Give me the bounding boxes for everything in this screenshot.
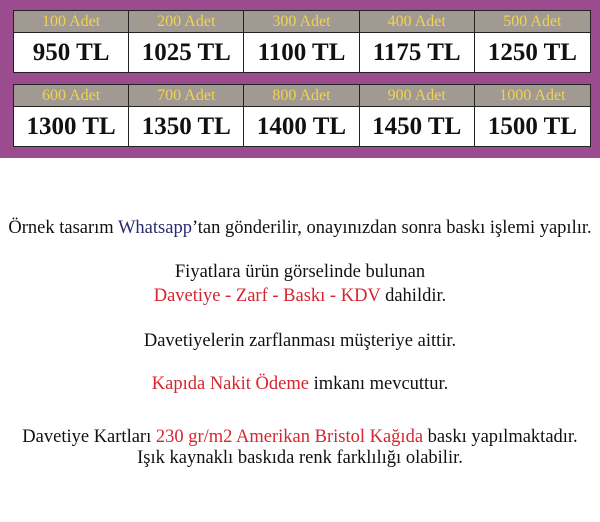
price-value: 1450 TL [372, 113, 462, 140]
info-line-3: Davetiye - Zarf - Baskı - KDV dahildir. [0, 285, 600, 307]
price-cell: 200 Adet 1025 TL [129, 11, 245, 72]
payment-method: Kapıda Nakit Ödeme [151, 374, 309, 394]
text: imkanı mevcuttur. [308, 374, 449, 394]
price-panel: 100 Adet 950 TL 200 Adet 1025 TL 300 Adet 110… [0, 0, 600, 158]
price-value: 950 TL [32, 39, 110, 66]
price-value: 1500 TL [487, 113, 577, 140]
price-cell: 100 Adet 950 TL [14, 11, 130, 72]
price-cell: 800 Adet 1400 TL [244, 85, 360, 146]
info-line-5: Kapıda Nakit Ödeme imkanı mevcuttur. [0, 373, 600, 395]
price-cell: 1000 Adet 1500 TL [474, 85, 590, 146]
text: Davetiye Kartları [22, 427, 156, 447]
quantity-label: 800 Adet [244, 85, 359, 107]
quantity-label: 500 Adet [474, 11, 590, 33]
quantity-label: 900 Adet [359, 85, 474, 107]
price-cell: 900 Adet 1450 TL [359, 85, 475, 146]
info-line-2: Fiyatlara ürün görselinde bulunan [174, 262, 426, 282]
quantity-label: 400 Adet [359, 11, 474, 33]
text: baskı yapılmaktadır. [423, 427, 578, 447]
price-value: 1250 TL [487, 39, 577, 66]
paper-type: 230 gr/m2 Amerikan Bristol Kağıda [155, 427, 424, 447]
price-cell: 400 Adet 1175 TL [359, 11, 475, 72]
price-cell: 700 Adet 1350 TL [129, 85, 245, 146]
text: ’tan gönderilir, onayınızdan sonra baskı… [191, 218, 592, 238]
price-cell: 600 Adet 1300 TL [14, 85, 130, 146]
info-line-6: Davetiye Kartları 230 gr/m2 Amerikan Bri… [0, 426, 600, 448]
text: dahildir. [380, 286, 447, 306]
quantity-label: 700 Adet [129, 85, 244, 107]
info-line-4: Davetiyelerin zarflanması müşteriye aitt… [143, 331, 457, 351]
quantity-label: 200 Adet [129, 11, 244, 33]
included-items: Davetiye - Zarf - Baskı - KDV [153, 286, 381, 306]
price-value: 1025 TL [141, 39, 231, 66]
quantity-label: 600 Adet [14, 85, 129, 107]
price-value: 1300 TL [26, 113, 116, 140]
text: Örnek tasarım [8, 218, 118, 238]
price-value: 1175 TL [372, 39, 461, 66]
quantity-label: 1000 Adet [474, 85, 590, 107]
whatsapp-text: Whatsapp [117, 218, 192, 238]
price-cell: 300 Adet 1100 TL [244, 11, 360, 72]
price-value: 1100 TL [257, 39, 346, 66]
price-cell: 500 Adet 1250 TL [474, 11, 590, 72]
price-value: 1400 TL [256, 113, 347, 140]
quantity-label: 100 Adet [14, 11, 129, 33]
price-table-row-2: 600 Adet 1300 TL 700 Adet 1350 TL 800 Adet 14… [13, 84, 591, 147]
quantity-label: 300 Adet [244, 11, 359, 33]
price-value: 1350 TL [141, 113, 231, 140]
price-table-row-1: 100 Adet 950 TL 200 Adet 1025 TL 300 Adet 110… [13, 10, 591, 73]
info-line-7: Işık kaynaklı baskıda renk farklılığı ol… [137, 448, 463, 468]
info-line-1: Örnek tasarım Whatsapp’tan gönderilir, o… [0, 217, 600, 239]
